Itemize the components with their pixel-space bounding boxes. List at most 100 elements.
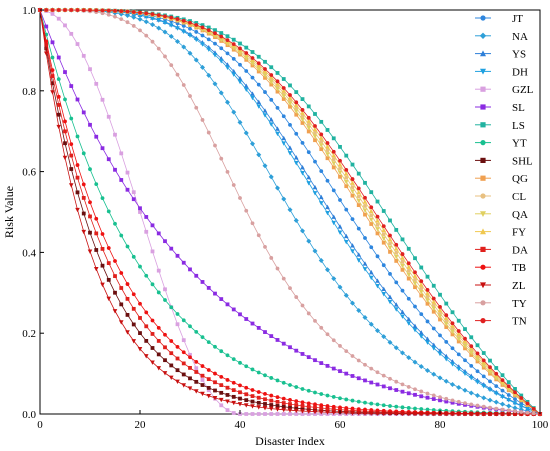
data-point-na: [131, 14, 137, 20]
legend-item-shl: SHL: [475, 155, 533, 167]
data-point-zl: [131, 339, 137, 344]
data-point-dh: [168, 23, 174, 28]
data-point-tn: [438, 305, 442, 309]
data-point-zl: [275, 407, 280, 412]
data-point-da: [56, 103, 61, 107]
data-point-tn: [269, 73, 274, 77]
data-point-ty: [131, 24, 136, 28]
x-tick-label: 100: [532, 419, 549, 431]
data-point-tn: [256, 61, 261, 66]
data-point-ls: [350, 162, 355, 167]
data-point-shl: [256, 400, 261, 405]
data-point-zl: [462, 412, 468, 417]
data-point-qg: [269, 82, 274, 87]
data-point-ty: [413, 387, 417, 392]
data-point-dh: [312, 191, 318, 196]
data-point-qg: [369, 222, 374, 226]
data-point-sl: [263, 330, 267, 334]
data-point-cl: [388, 241, 392, 246]
data-point-ls: [494, 366, 499, 370]
data-point-ty: [481, 404, 486, 409]
data-point-da: [44, 42, 49, 47]
data-point-ls: [275, 71, 280, 75]
data-point-ys: [425, 336, 430, 341]
data-point-tb: [325, 404, 330, 408]
data-point-sl: [444, 399, 449, 404]
data-point-tb: [200, 364, 205, 368]
data-point-gzl: [288, 412, 292, 416]
data-point-tn: [400, 252, 405, 256]
data-point-sl: [56, 55, 61, 60]
data-point-zl: [225, 399, 230, 404]
data-point-qa: [337, 170, 343, 176]
data-point-qa: [306, 125, 312, 131]
data-point-da: [238, 390, 242, 395]
data-point-jt: [388, 272, 392, 276]
data-point-dh: [143, 14, 149, 20]
data-point-tb: [156, 325, 161, 330]
data-point-ys: [300, 164, 305, 170]
data-point-dh: [287, 151, 293, 156]
data-point-na: [237, 119, 243, 125]
x-axis-label: Disaster Index: [255, 434, 325, 448]
y-axis: 0.0 0.2 0.4 0.6 0.8 1.0: [22, 5, 44, 421]
data-point-na: [425, 367, 430, 373]
data-point-zl: [231, 400, 237, 406]
data-point-sl: [131, 197, 136, 202]
data-point-cl: [300, 114, 305, 119]
data-point-zl: [306, 409, 312, 414]
data-point-zl: [106, 296, 112, 302]
data-point-ty: [231, 183, 236, 187]
data-point-ty: [138, 28, 142, 33]
data-point-fy: [443, 315, 449, 321]
data-point-da: [256, 395, 261, 400]
data-point-dh: [343, 239, 349, 245]
data-point-na: [406, 355, 412, 361]
data-point-sl: [163, 239, 167, 244]
data-point-zl: [75, 207, 80, 213]
data-point-dh: [206, 47, 212, 52]
legend-marker: [480, 50, 486, 57]
data-point-zl: [437, 411, 443, 417]
data-point-gzl: [175, 322, 180, 327]
data-point-sl: [388, 386, 392, 391]
data-point-ls: [438, 292, 442, 297]
data-point-fy: [268, 74, 274, 80]
data-point-ls: [406, 246, 411, 251]
data-point-ls: [463, 327, 467, 331]
data-point-gzl: [150, 249, 155, 254]
data-point-na: [181, 44, 187, 50]
data-point-zl: [125, 330, 130, 335]
data-point-tn: [406, 261, 411, 266]
data-point-zl: [237, 402, 243, 407]
data-point-qa: [325, 152, 330, 157]
data-point-na: [293, 217, 299, 223]
data-point-qg: [444, 325, 449, 329]
data-point-ys: [318, 194, 324, 200]
data-point-cl: [319, 139, 324, 144]
data-point-sl: [294, 348, 299, 353]
data-point-qa: [293, 109, 299, 114]
data-point-qa: [443, 322, 449, 327]
data-point-da: [163, 345, 167, 350]
data-point-yt: [294, 385, 299, 389]
data-point-yt: [206, 340, 211, 345]
data-point-na: [318, 258, 324, 264]
data-point-cl: [363, 204, 367, 208]
series-zl: [37, 8, 543, 417]
data-point-tn: [325, 141, 330, 145]
data-point-yt: [75, 134, 80, 139]
data-point-dh: [381, 292, 387, 297]
legend-item-cl: CL: [475, 191, 526, 203]
data-point-na: [500, 401, 505, 407]
legend-marker: [480, 157, 486, 163]
data-point-ls: [388, 218, 392, 223]
data-point-zl: [425, 411, 430, 417]
data-point-sl: [306, 355, 311, 360]
data-point-tn: [200, 25, 205, 30]
data-point-zl: [393, 411, 399, 417]
data-point-dh: [387, 299, 393, 305]
data-point-yt: [56, 77, 61, 81]
data-point-gzl: [125, 170, 130, 175]
data-point-yt: [100, 196, 105, 201]
